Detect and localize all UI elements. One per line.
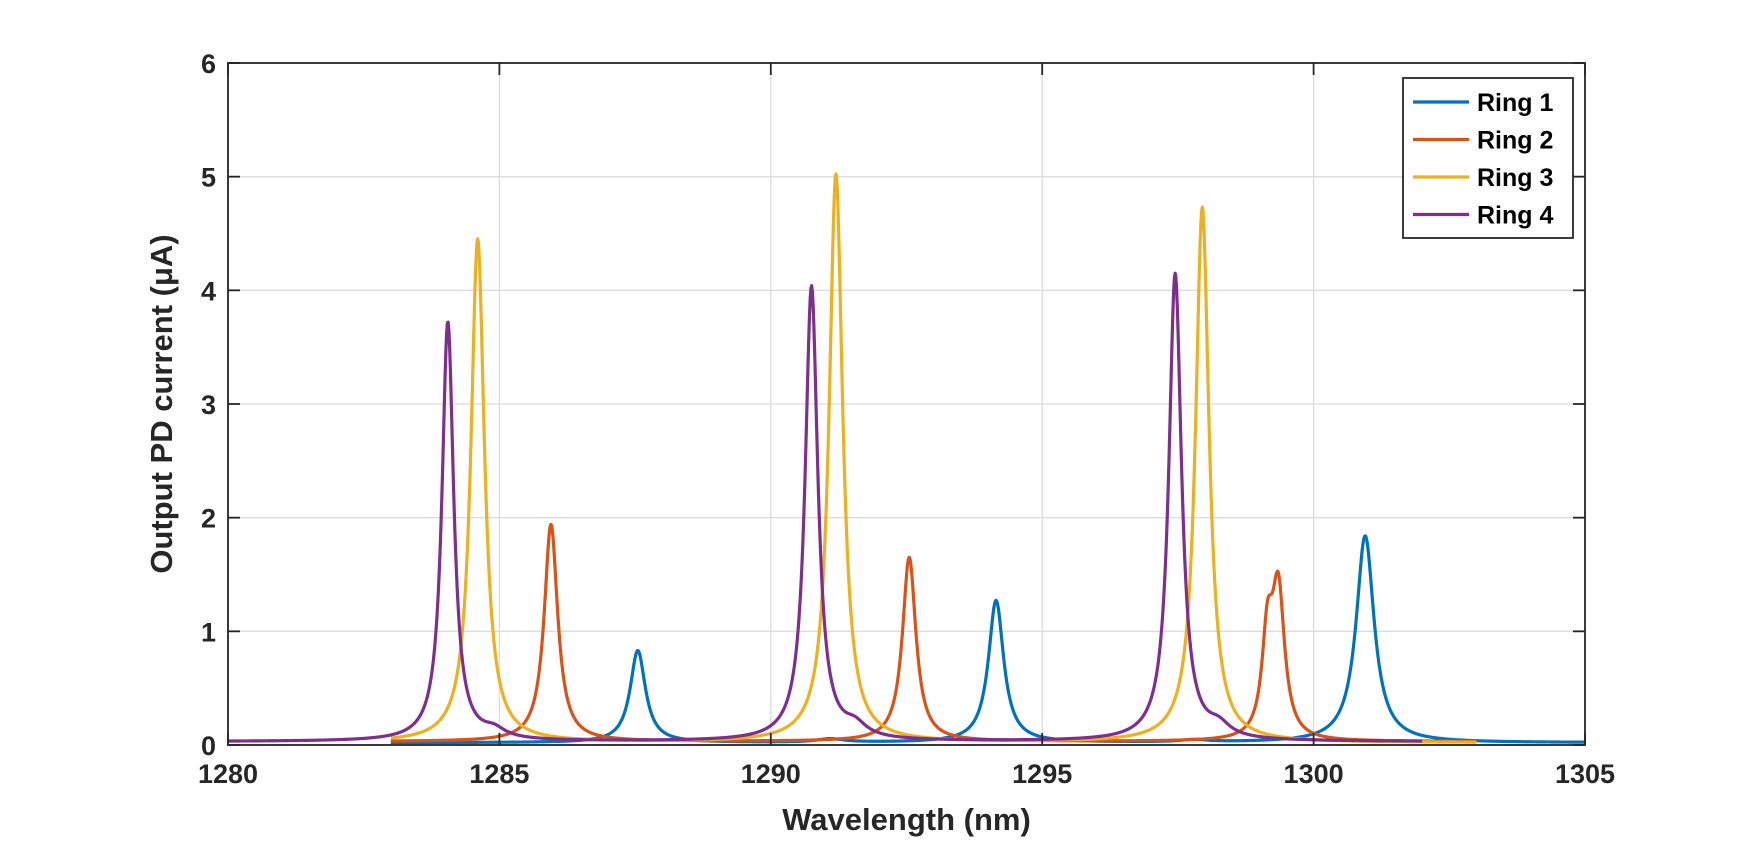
y-tick-label: 3 bbox=[201, 390, 216, 420]
y-tick-label: 0 bbox=[201, 731, 216, 761]
x-axis-tick-labels: 1280 1285 1290 1295 1300 1305 bbox=[198, 759, 1615, 789]
y-tick-label: 4 bbox=[201, 276, 216, 306]
x-tick-label: 1290 bbox=[741, 759, 801, 789]
legend: Ring 1 Ring 2 Ring 3 Ring 4 bbox=[1402, 77, 1574, 239]
legend-label-ring-1: Ring 1 bbox=[1477, 89, 1553, 117]
legend-label-ring-2: Ring 2 bbox=[1477, 127, 1553, 155]
y-tick-label: 5 bbox=[201, 163, 216, 193]
axis-ticks bbox=[227, 62, 1586, 746]
series-line-ring-4 bbox=[227, 271, 1424, 743]
grid bbox=[227, 62, 1586, 746]
y-tick-label: 2 bbox=[201, 504, 216, 534]
series-line-ring-2 bbox=[389, 522, 1478, 743]
x-tick-label: 1295 bbox=[1012, 759, 1072, 789]
legend-label-ring-3: Ring 3 bbox=[1477, 164, 1553, 192]
x-axis-title: Wavelength (nm) bbox=[782, 802, 1031, 837]
x-tick-label: 1280 bbox=[198, 759, 258, 789]
legend-box bbox=[1402, 77, 1574, 239]
x-tick-label: 1300 bbox=[1284, 759, 1344, 789]
x-tick-label: 1285 bbox=[469, 759, 529, 789]
x-tick-label: 1305 bbox=[1555, 759, 1615, 789]
series-layer bbox=[227, 172, 1586, 745]
y-tick-label: 6 bbox=[201, 49, 216, 79]
y-axis-title: Output PD current (μA) bbox=[144, 234, 179, 573]
y-tick-label: 1 bbox=[201, 617, 216, 647]
legend-label-ring-4: Ring 4 bbox=[1477, 202, 1553, 230]
y-axis-tick-labels: 0 1 2 3 4 5 6 bbox=[201, 49, 216, 761]
